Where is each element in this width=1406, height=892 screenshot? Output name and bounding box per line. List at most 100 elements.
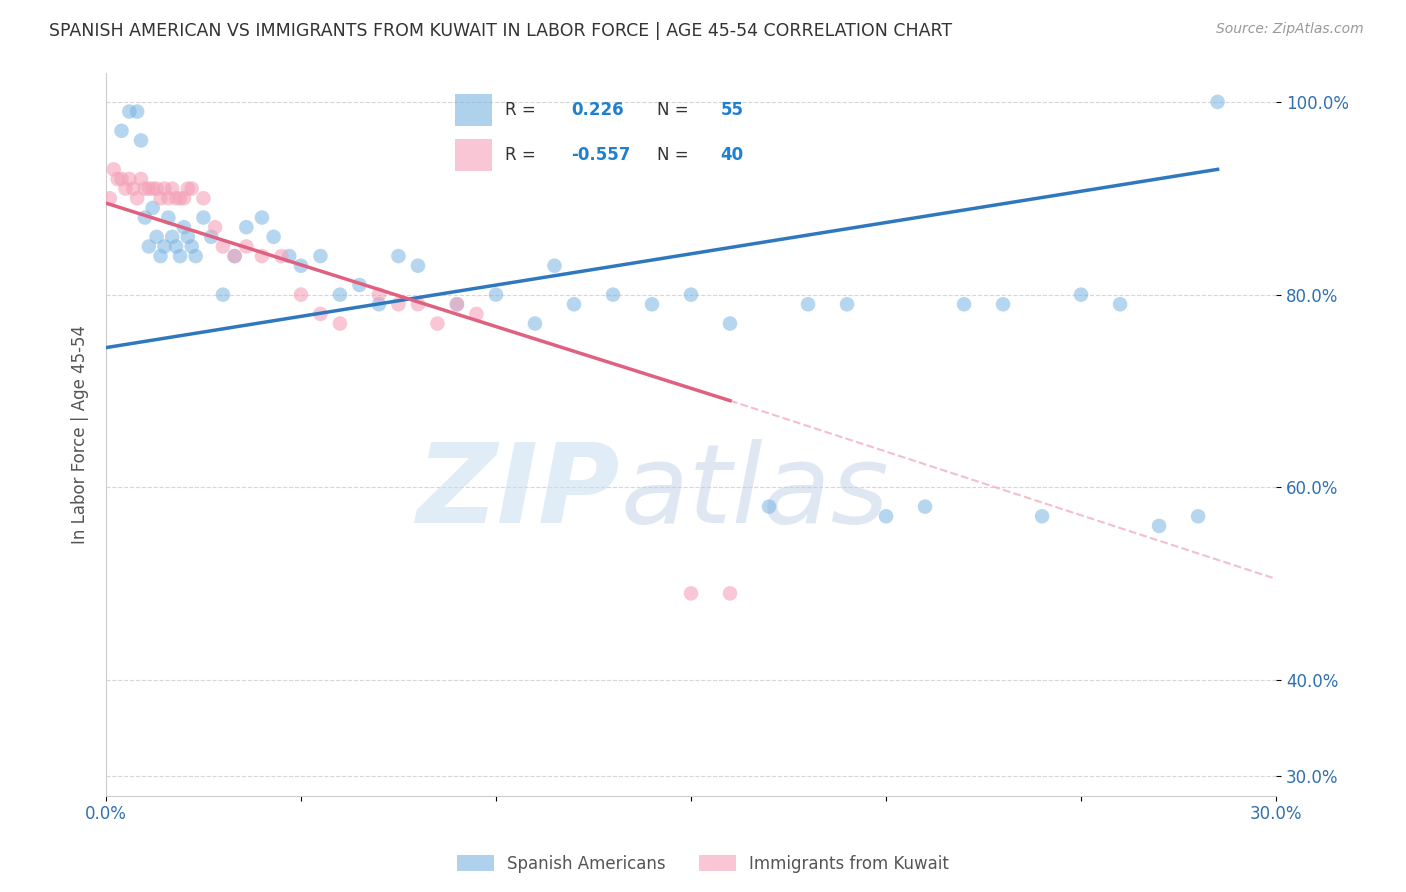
- Point: [129, 172, 152, 186]
- Point: [173, 220, 195, 235]
- Point: [679, 287, 702, 301]
- Point: [204, 220, 226, 235]
- Point: [406, 297, 429, 311]
- Point: [235, 239, 257, 253]
- Point: [153, 239, 176, 253]
- Point: [263, 229, 285, 244]
- Point: [145, 181, 167, 195]
- Point: [387, 249, 409, 263]
- Text: SPANISH AMERICAN VS IMMIGRANTS FROM KUWAIT IN LABOR FORCE | AGE 45-54 CORRELATIO: SPANISH AMERICAN VS IMMIGRANTS FROM KUWA…: [49, 22, 952, 40]
- Point: [127, 104, 149, 119]
- Text: atlas: atlas: [621, 439, 890, 546]
- Point: [387, 297, 409, 311]
- Point: [1070, 287, 1092, 301]
- Point: [142, 201, 165, 215]
- Point: [153, 181, 176, 195]
- Point: [602, 287, 624, 301]
- Point: [543, 259, 565, 273]
- Point: [224, 249, 246, 263]
- Point: [562, 297, 585, 311]
- Point: [200, 229, 222, 244]
- Point: [107, 172, 129, 186]
- Point: [98, 191, 121, 205]
- Point: [953, 297, 976, 311]
- Point: [127, 191, 149, 205]
- Point: [110, 172, 132, 186]
- Point: [157, 191, 180, 205]
- Point: [184, 249, 207, 263]
- Point: [329, 287, 352, 301]
- Point: [250, 211, 273, 225]
- Point: [103, 162, 125, 177]
- Point: [118, 104, 141, 119]
- Point: [114, 181, 136, 195]
- Point: [349, 278, 371, 293]
- Point: [235, 220, 257, 235]
- Point: [165, 191, 187, 205]
- Point: [1109, 297, 1132, 311]
- Point: [1147, 519, 1170, 533]
- Point: [165, 239, 187, 253]
- Point: [718, 586, 741, 600]
- Point: [193, 211, 215, 225]
- Point: [991, 297, 1014, 311]
- Point: [309, 307, 332, 321]
- Point: [142, 181, 165, 195]
- Point: [329, 317, 352, 331]
- Point: [270, 249, 292, 263]
- Point: [797, 297, 820, 311]
- Point: [173, 191, 195, 205]
- Point: [134, 181, 156, 195]
- Point: [485, 287, 508, 301]
- Point: [914, 500, 936, 514]
- Point: [368, 297, 391, 311]
- Point: [110, 124, 132, 138]
- Point: [180, 181, 202, 195]
- Point: [290, 287, 312, 301]
- Point: [169, 191, 191, 205]
- Point: [641, 297, 664, 311]
- Point: [177, 229, 200, 244]
- Text: Source: ZipAtlas.com: Source: ZipAtlas.com: [1216, 22, 1364, 37]
- Point: [212, 239, 235, 253]
- Point: [679, 586, 702, 600]
- Point: [134, 211, 156, 225]
- Point: [212, 287, 235, 301]
- Point: [193, 191, 215, 205]
- Point: [250, 249, 273, 263]
- Point: [177, 181, 200, 195]
- Point: [149, 191, 172, 205]
- Point: [224, 249, 246, 263]
- Text: ZIP: ZIP: [418, 439, 621, 546]
- Point: [1206, 95, 1229, 109]
- Point: [160, 229, 183, 244]
- Point: [1031, 509, 1053, 524]
- Point: [157, 211, 180, 225]
- Point: [138, 181, 160, 195]
- Point: [118, 172, 141, 186]
- Point: [426, 317, 449, 331]
- Point: [122, 181, 145, 195]
- Point: [138, 239, 160, 253]
- Point: [169, 249, 191, 263]
- Point: [718, 317, 741, 331]
- Point: [446, 297, 468, 311]
- Point: [309, 249, 332, 263]
- Point: [1187, 509, 1209, 524]
- Point: [290, 259, 312, 273]
- Point: [523, 317, 546, 331]
- Point: [149, 249, 172, 263]
- Y-axis label: In Labor Force | Age 45-54: In Labor Force | Age 45-54: [72, 325, 89, 544]
- Point: [368, 287, 391, 301]
- Point: [278, 249, 301, 263]
- Point: [129, 133, 152, 147]
- Point: [160, 181, 183, 195]
- Point: [835, 297, 858, 311]
- Point: [145, 229, 167, 244]
- Point: [758, 500, 780, 514]
- Point: [406, 259, 429, 273]
- Point: [180, 239, 202, 253]
- Point: [875, 509, 897, 524]
- Point: [446, 297, 468, 311]
- Legend: Spanish Americans, Immigrants from Kuwait: Spanish Americans, Immigrants from Kuwai…: [450, 848, 956, 880]
